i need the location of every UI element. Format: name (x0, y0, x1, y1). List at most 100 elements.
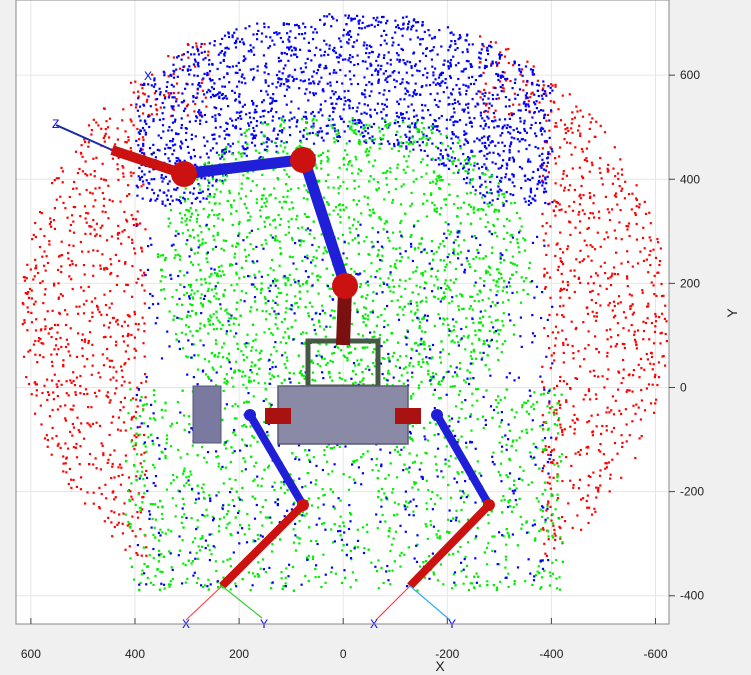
scatter-point-blue (403, 117, 406, 120)
scatter-point-green (418, 325, 421, 328)
scatter-point-blue (445, 127, 448, 130)
scatter-point-blue (315, 46, 318, 49)
scatter-point-green (265, 310, 268, 313)
scatter-point-red (615, 192, 618, 195)
scatter-point-red (550, 354, 553, 357)
scatter-point-red (631, 192, 634, 195)
scatter-point-red (610, 274, 613, 277)
scatter-point-blue (216, 67, 219, 71)
scatter-point-green (558, 455, 561, 458)
scatter-point-green (432, 295, 435, 298)
scatter-point-red (106, 391, 109, 394)
scatter-point-blue (365, 112, 368, 115)
scatter-point-green (224, 150, 227, 153)
scatter-point-red (123, 210, 126, 213)
scatter-point-blue (179, 147, 183, 150)
scatter-point-green (250, 306, 253, 309)
scatter-point-green (190, 517, 193, 520)
scatter-point-blue (182, 109, 186, 113)
scatter-point-green (498, 271, 501, 274)
scatter-point-red (35, 389, 38, 392)
scatter-point-blue (370, 82, 374, 85)
scatter-point-red (86, 392, 89, 395)
scatter-point-red (119, 483, 122, 486)
scatter-point-red (150, 113, 153, 116)
scatter-point-red (623, 197, 626, 200)
scatter-point-blue (442, 162, 445, 165)
scatter-point-blue (298, 33, 301, 36)
scatter-point-red (172, 108, 175, 111)
scatter-point-blue (432, 74, 435, 77)
scatter-point-blue (286, 85, 289, 88)
scatter-point-blue (381, 15, 384, 19)
scatter-point-green (483, 342, 486, 345)
scatter-point-red (591, 212, 594, 215)
scatter-point-blue (385, 98, 388, 101)
scatter-point-blue (176, 56, 179, 59)
scatter-point-red (106, 357, 109, 360)
scatter-point-blue (213, 106, 216, 109)
scatter-point-blue (385, 22, 388, 25)
scatter-point-blue (231, 34, 234, 37)
scatter-point-blue (197, 110, 200, 114)
scatter-point-red (54, 344, 58, 347)
scatter-point-green (243, 248, 247, 251)
scatter-point-green (207, 300, 210, 303)
scatter-point-green (496, 318, 499, 321)
scatter-point-blue (533, 111, 536, 114)
scatter-point-blue (531, 81, 534, 84)
scatter-point-blue (262, 54, 265, 57)
scatter-point-green (196, 178, 199, 181)
scatter-point-blue (433, 125, 436, 128)
scatter-point-red (609, 345, 613, 348)
scatter-point-red (129, 118, 132, 121)
scatter-point-blue (458, 34, 461, 37)
scatter-point-green (439, 563, 442, 566)
scatter-point-red (116, 323, 120, 326)
scatter-point-green (364, 139, 367, 142)
scatter-point-red (538, 101, 541, 104)
scatter-point-blue (136, 186, 139, 189)
scatter-point-red (121, 473, 124, 476)
scatter-point-green (390, 543, 393, 546)
scatter-point-red (136, 510, 139, 514)
scatter-point-red (561, 480, 564, 483)
scatter-point-red (75, 442, 78, 445)
scatter-point-red (581, 209, 584, 212)
scatter-point-red (512, 64, 515, 67)
scatter-point-blue (383, 54, 386, 57)
scatter-point-green (547, 391, 550, 394)
scatter-point-red (548, 313, 551, 317)
scatter-point-red (46, 378, 49, 381)
scatter-point-blue (291, 49, 294, 52)
scatter-point-blue (416, 140, 419, 143)
scatter-point-blue (438, 29, 441, 32)
scatter-point-green (195, 552, 198, 555)
scatter-point-red (22, 276, 25, 279)
scatter-point-blue (439, 141, 442, 145)
scatter-point-red (27, 296, 31, 299)
scatter-point-green (486, 270, 490, 273)
scatter-point-red (151, 73, 154, 76)
scatter-point-red (640, 367, 643, 370)
scatter-point-blue (531, 69, 535, 72)
scatter-point-red (624, 408, 627, 411)
scatter-point-blue (142, 144, 145, 147)
scatter-point-green (447, 229, 450, 232)
scatter-point-green (267, 123, 270, 126)
scatter-point-green (240, 290, 243, 293)
scatter-point-red (94, 234, 97, 238)
scatter-point-red (72, 220, 75, 223)
scatter-point-blue (269, 96, 272, 99)
scatter-point-blue (196, 116, 199, 119)
scatter-point-green (275, 295, 279, 298)
scatter-point-red (110, 421, 113, 424)
scatter-point-blue (444, 164, 447, 167)
scatter-point-red (611, 272, 614, 275)
scatter-point-blue (312, 142, 316, 145)
scatter-point-red (52, 219, 56, 222)
scatter-point-blue (512, 193, 515, 197)
scatter-point-green (172, 479, 175, 482)
scatter-point-red (109, 290, 112, 293)
scatter-point-red (654, 320, 658, 323)
